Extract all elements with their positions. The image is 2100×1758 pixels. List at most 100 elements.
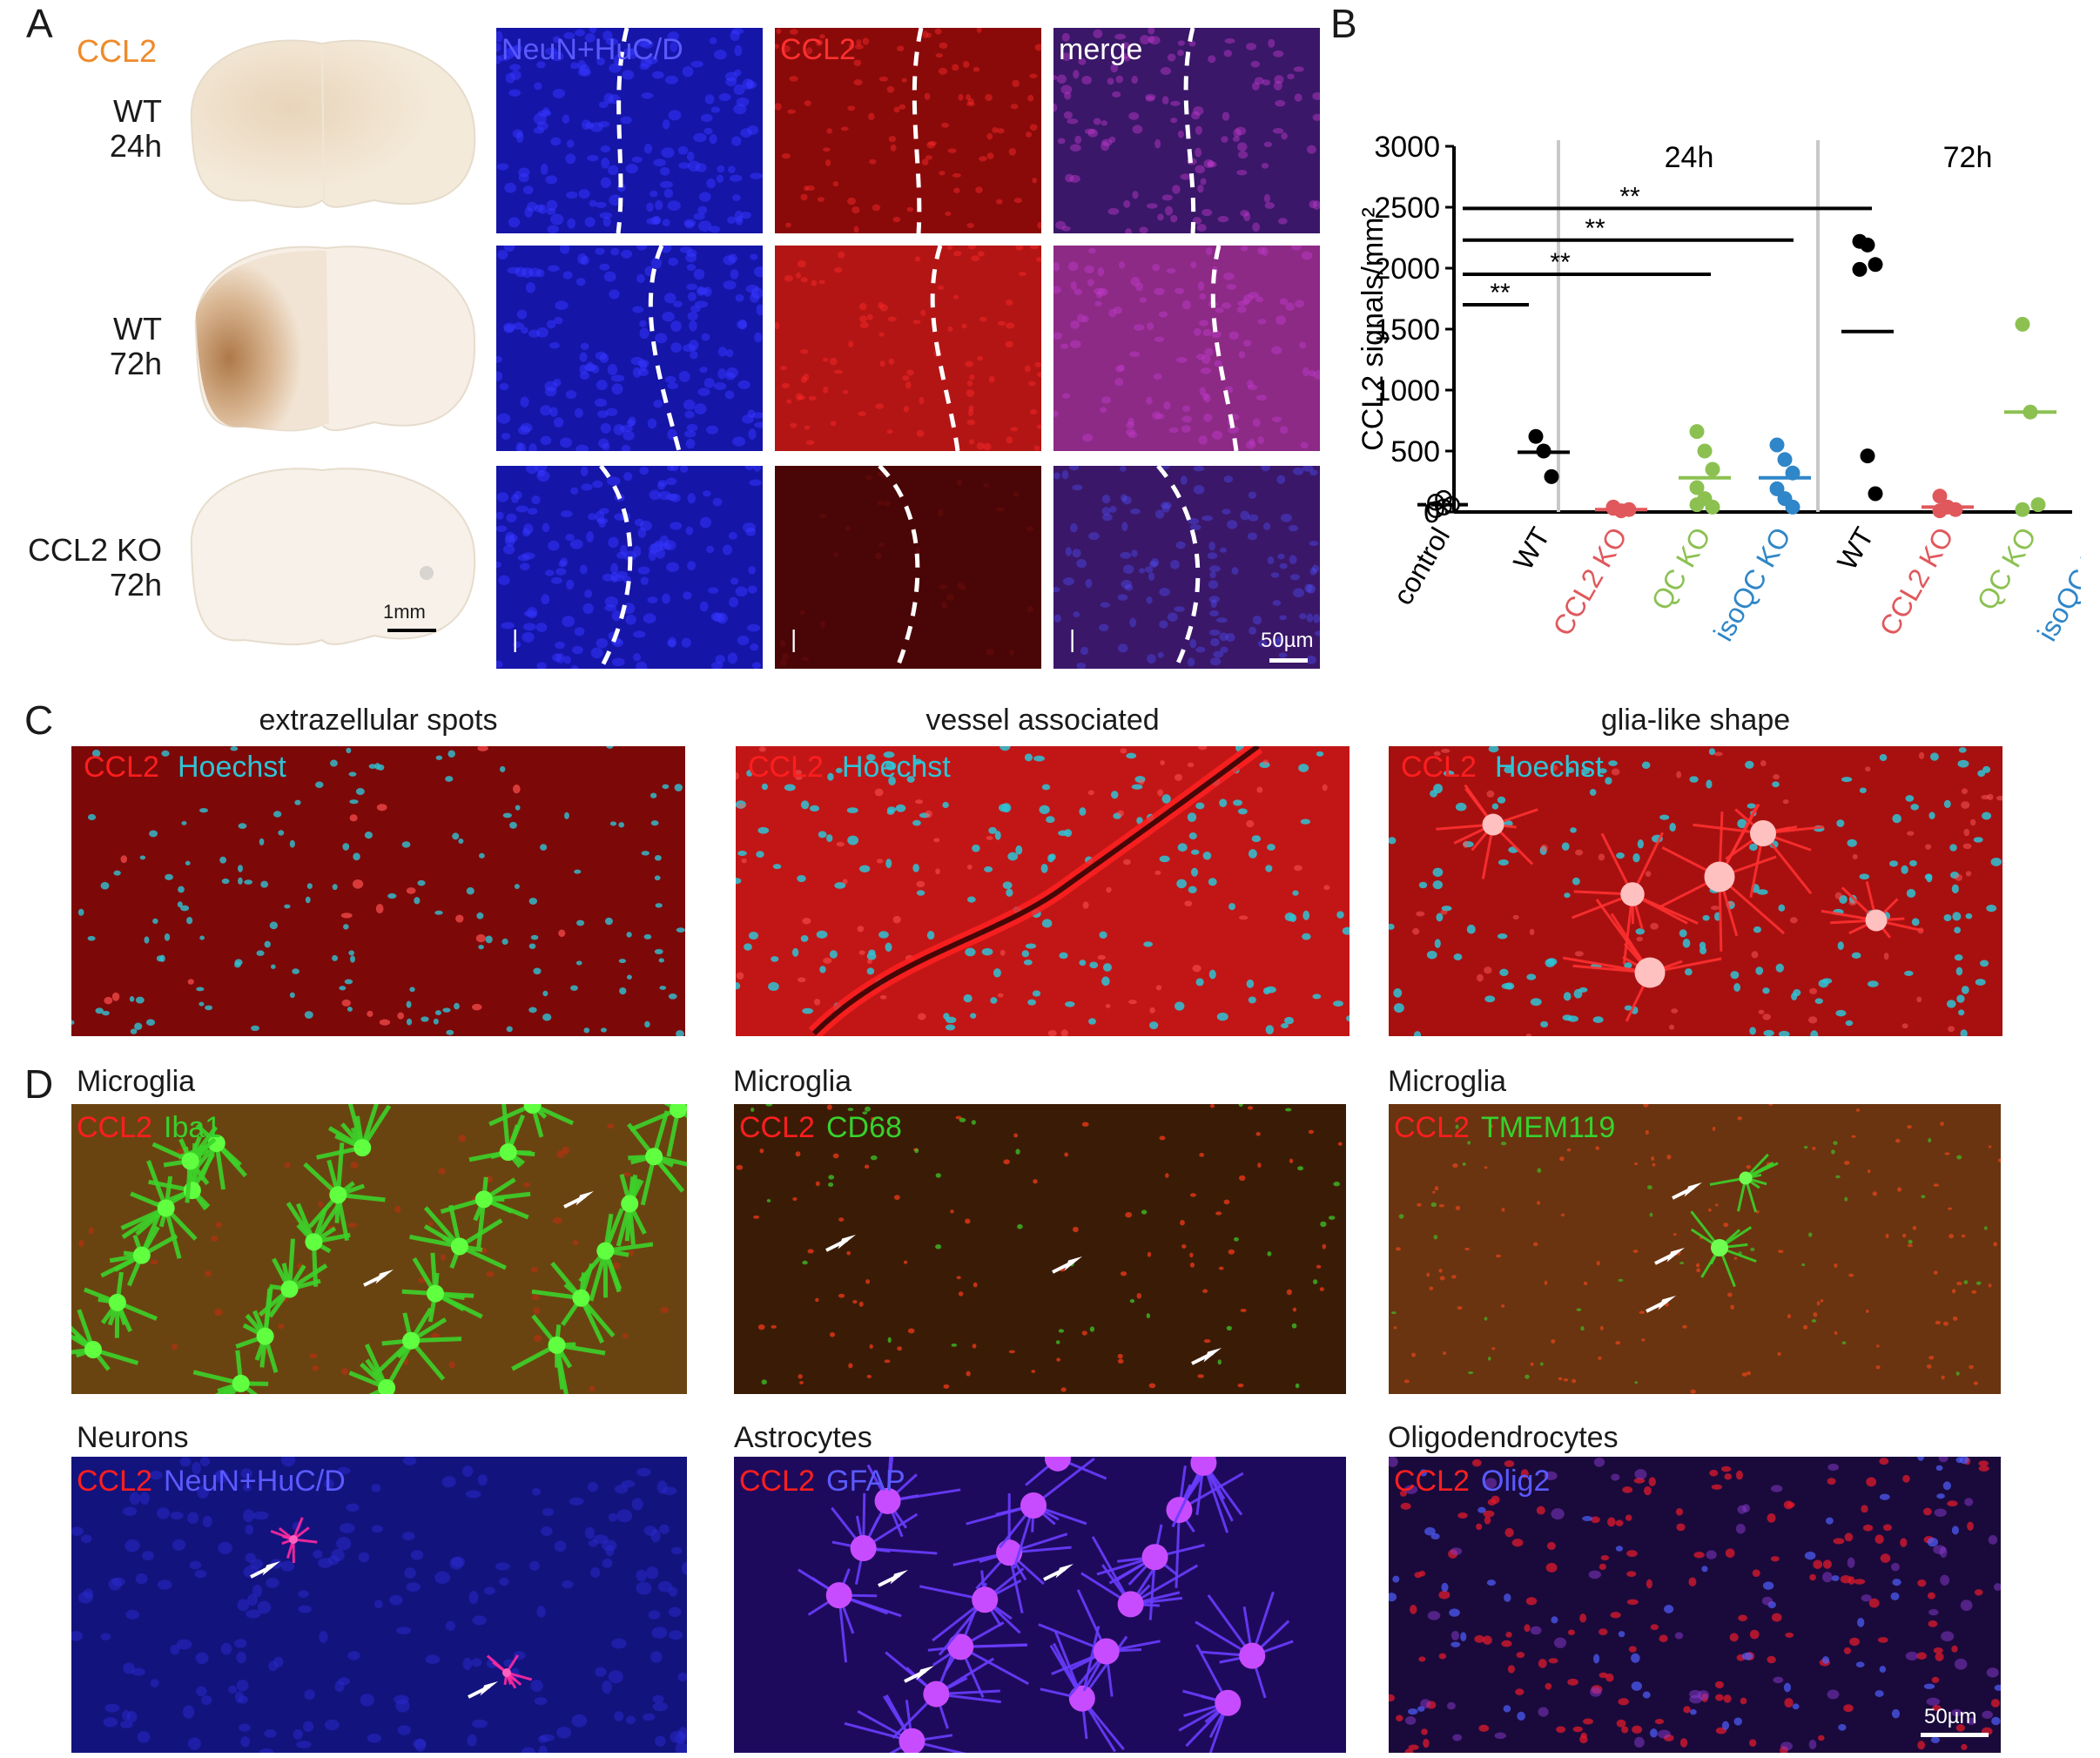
data-point [1689,424,1705,440]
micrograph-a-r3-c1 [496,466,763,669]
channel-label-ccl2: CCL2 [1394,1111,1470,1144]
channel-header-1: NeuN+HuC/D [501,33,683,66]
arrow-marker [1043,1564,1074,1581]
y-tick-label: 2000 [1374,253,1440,286]
scale-label-a: 50µm [1261,629,1314,652]
micrograph-d-top-3 [1389,1104,2001,1394]
channel-label-marker: NeuN+HuC/D [164,1465,346,1498]
micrograph-texture [1053,466,1320,669]
micrograph-a-r1-c3 [1053,28,1320,233]
data-point [1769,437,1785,453]
channel-header-3: merge [1059,33,1143,66]
y-tick-label: 1000 [1374,374,1440,408]
arrow-marker [904,1666,934,1683]
channel-label-ccl2: CCL2 [84,751,159,784]
row-label-time: 24h [109,128,162,164]
panel-d-title: Astrocytes [734,1421,872,1454]
category-label: WT [1507,522,1556,576]
channel-label-hoechst: Hoechst [1495,751,1604,784]
micrograph-texture [1053,246,1320,451]
panel-d-title: Oligodendrocytes [1388,1421,1619,1454]
data-point [2015,502,2030,517]
row-label-wt-72h: WT 72h [87,312,162,381]
panel-label-a: A [26,1,53,46]
micrograph-texture [71,746,685,1036]
data-point [1435,489,1452,508]
panel-label-c: C [24,697,54,743]
scale-label-brain: 1mm [383,601,426,623]
micrograph-c-3 [1389,746,2002,1036]
channel-label-marker: GFAP [826,1465,905,1498]
micrograph-a-r2-c3 [1053,246,1320,451]
y-tick-label: 500 [1390,435,1440,468]
micrograph-d-bottom-2 [734,1457,1346,1753]
arrow-marker [1672,1182,1702,1200]
channel-label-hoechst: Hoechst [842,751,951,784]
y-axis-label: CCL2 signals/mm² [1358,207,1390,451]
category-label: control [1387,522,1456,610]
micrograph-texture [775,28,1041,233]
panel-label-d: D [24,1061,54,1107]
data-point [2015,316,2030,332]
micrograph-a-r2-c1 [496,246,763,451]
arrow-marker [1052,1256,1082,1274]
data-point [1868,486,1883,502]
data-point [1544,468,1559,484]
micrograph-d-bottom-1 [71,1457,687,1753]
channel-label-marker: TMEM119 [1481,1111,1616,1144]
micrograph-texture [496,28,763,233]
data-point [1785,499,1800,515]
data-point [1705,499,1720,515]
data-point [1689,497,1705,513]
ventricle-mark: | [512,625,519,652]
data-point [1705,461,1720,477]
channel-label-marker: Olig2 [1481,1465,1551,1498]
scale-bar-brain [387,629,436,632]
panel-c-title: glia-like shape [1600,704,1791,737]
scale-bar-a [1269,658,1308,663]
row-label-genotype: WT [113,93,162,129]
ventricle-mark: | [1069,625,1076,652]
category-label: CCL2 KO [1873,522,1960,642]
row-label-wt-24h: WT 24h [87,94,162,164]
data-point [1697,443,1713,459]
data-point [1852,261,1868,277]
micrograph-a-r2-c2 [775,246,1041,451]
data-point [1427,494,1444,511]
micrograph-c-1 [71,746,685,1036]
micrograph-texture [1389,746,2002,1036]
brain-section-ccl2ko-72h [190,468,476,646]
ventricle-mark: | [791,625,798,652]
significance-label: ** [1490,279,1511,307]
category-label: CCL2 KO [1546,522,1633,642]
data-point [2030,497,2046,513]
micrograph-texture [736,1104,1343,1392]
channel-label-ccl2: CCL2 [739,1111,815,1144]
channel-header-2: CCL2 [780,33,856,66]
category-label: WT [1831,522,1880,576]
significance-label: ** [1550,248,1571,277]
channel-label-hoechst: Hoechst [178,751,286,784]
y-tick-label: 2500 [1374,192,1440,225]
brain-section-wt-24h [190,39,476,208]
panel-d-title: Neurons [77,1421,189,1454]
micrograph-texture [1389,1457,2001,1753]
channel-label-marker: Iba1 [164,1111,222,1144]
micrograph-d-top-1 [71,1104,687,1394]
brain-sections [190,39,476,646]
channel-label-ccl2: CCL2 [739,1465,815,1498]
arrow-marker [563,1191,594,1209]
panel-label-b: B [1330,1,1357,46]
micrograph-texture [798,1457,1294,1753]
micrograph-texture [1391,1104,2001,1394]
category-label: QC KO [1645,522,1717,616]
micrograph-texture [779,466,1034,669]
group-header: 24h [1665,141,1714,174]
scale-bar-d [1921,1733,1989,1737]
micrograph-a-r3-c2 [775,466,1041,669]
micrograph-texture [496,246,763,451]
arrow-marker [250,1561,280,1579]
panel-d-title: Microglia [77,1065,196,1098]
arrow-marker [363,1270,394,1287]
